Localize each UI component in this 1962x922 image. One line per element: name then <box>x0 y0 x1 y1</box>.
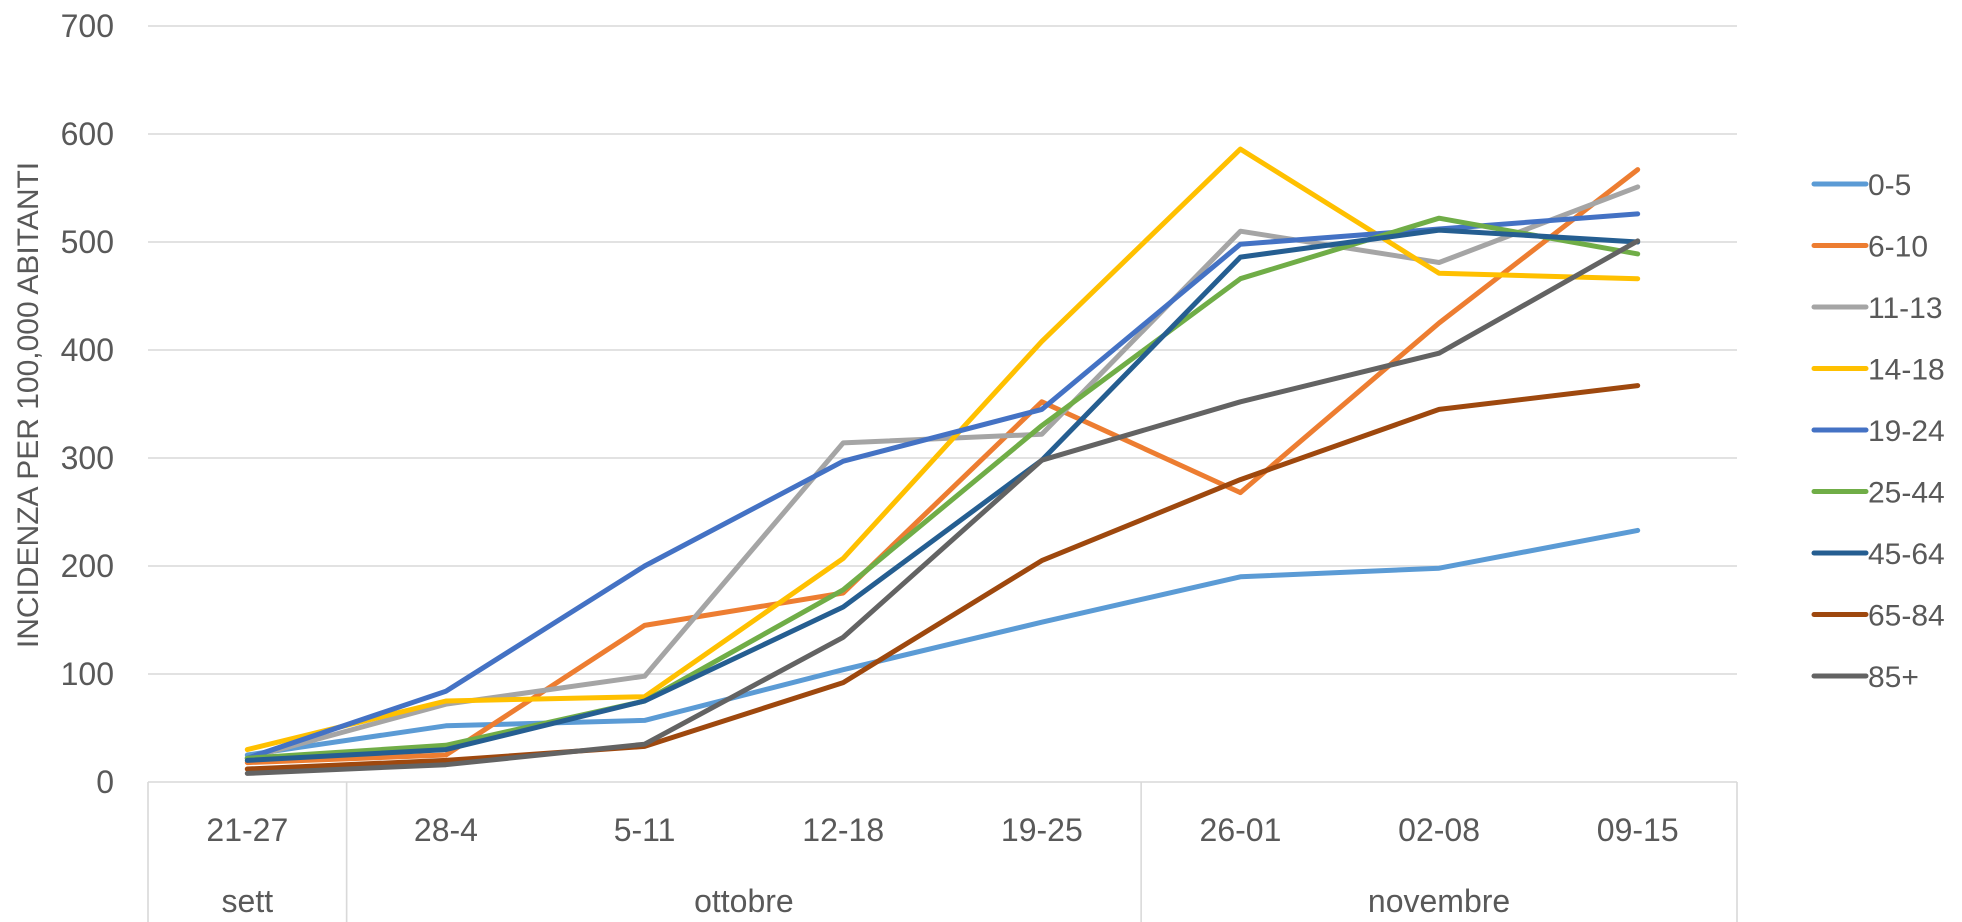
series-line-45-64 <box>244 227 1641 763</box>
x-tick-label: 12-18 <box>802 812 884 848</box>
x-tick-label: 19-25 <box>1001 812 1083 848</box>
legend-label: 85+ <box>1868 661 1919 694</box>
y-tick-label: 600 <box>61 116 114 152</box>
legend-item: 11-13 <box>1811 292 1943 325</box>
legend-item: 0-5 <box>1811 169 1911 202</box>
legend-item: 25-44 <box>1811 477 1945 510</box>
series-line-11-13 <box>244 184 1641 761</box>
y-tick-label: 500 <box>61 224 114 260</box>
x-axis: 21-27 28-4 5-11 12-18 19-25 26-01 02-08 09-15 se… <box>147 782 1738 922</box>
legend-item: 85+ <box>1811 661 1919 694</box>
y-tick-label: 200 <box>61 548 114 584</box>
series-lines <box>244 146 1641 776</box>
legend-label: 45-64 <box>1868 538 1945 571</box>
legend-item: 14-18 <box>1811 354 1945 387</box>
y-axis-label: INCIDENZA PER 100,000 ABITANTI <box>12 162 45 648</box>
series-line-25-44 <box>244 215 1641 761</box>
y-tick-label: 0 <box>96 764 114 800</box>
gridlines <box>148 25 1737 783</box>
legend-item: 6-10 <box>1811 231 1928 264</box>
legend-label: 25-44 <box>1868 477 1945 510</box>
legend-label: 6-10 <box>1868 231 1928 264</box>
month-label: novembre <box>1368 883 1510 919</box>
legend-item: 65-84 <box>1811 600 1945 633</box>
x-tick-label: 5-11 <box>614 812 676 848</box>
series-line-19-24 <box>244 211 1641 761</box>
month-label: ottobre <box>694 883 794 919</box>
x-tick-label: 09-15 <box>1597 812 1679 848</box>
y-tick-label: 700 <box>61 8 114 44</box>
legend-label: 19-24 <box>1868 415 1945 448</box>
x-tick-label: 26-01 <box>1200 812 1282 848</box>
series-line-14-18 <box>244 146 1641 753</box>
legend-label: 11-13 <box>1868 292 1943 325</box>
y-axis-ticks: 0 100 200 300 400 500 600 700 <box>61 8 114 800</box>
x-tick-label: 21-27 <box>206 812 288 848</box>
legend-item: 19-24 <box>1811 415 1945 448</box>
series-line-65-84 <box>244 383 1641 772</box>
x-tick-label: 02-08 <box>1398 812 1480 848</box>
y-tick-label: 100 <box>61 656 114 692</box>
y-tick-label: 400 <box>61 332 114 368</box>
legend-label: 0-5 <box>1868 169 1911 202</box>
legend: 0-5 6-10 11-13 14-18 19-24 25-44 45-64 65-84 85+ <box>1811 169 1945 694</box>
series-line-6-10 <box>244 167 1641 766</box>
y-tick-label: 300 <box>61 440 114 476</box>
series-line-85+ <box>244 238 1641 776</box>
legend-label: 65-84 <box>1868 600 1945 633</box>
legend-item: 45-64 <box>1811 538 1945 571</box>
legend-label: 14-18 <box>1868 354 1945 387</box>
month-label: sett <box>222 883 274 919</box>
x-tick-label: 28-4 <box>414 812 478 848</box>
series-line-0-5 <box>244 527 1641 758</box>
